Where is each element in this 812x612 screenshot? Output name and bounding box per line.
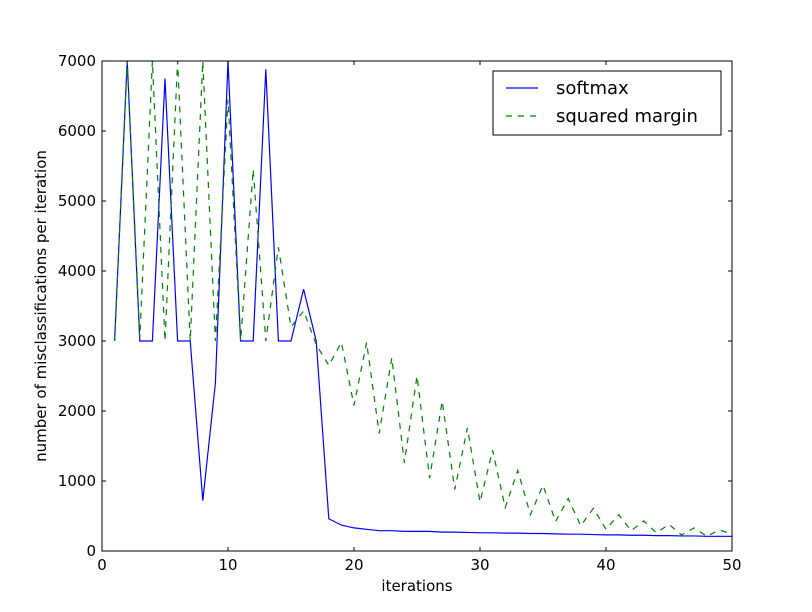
x-tick-label: 40 (596, 556, 615, 574)
x-tick-label: 10 (218, 556, 237, 574)
y-tick-label: 2000 (58, 402, 96, 420)
y-tick-label: 4000 (58, 262, 96, 280)
legend: softmax squared margin (492, 70, 722, 136)
y-tick-label: 6000 (58, 122, 96, 140)
plot-frame (101, 60, 733, 552)
y-tick-label: 1000 (58, 472, 96, 490)
y-tick-label: 5000 (58, 192, 96, 210)
y-tick-label: 0 (86, 542, 96, 560)
legend-label-softmax: softmax (556, 78, 629, 99)
x-tick-label: 20 (344, 556, 363, 574)
series-line-softmax (114, 61, 732, 537)
legend-box (492, 70, 722, 136)
x-tick-label: 0 (97, 556, 107, 574)
series-layer (114, 61, 732, 537)
y-tick-label: 7000 (58, 52, 96, 70)
x-tick-label: 30 (470, 556, 489, 574)
x-tick-label: 50 (722, 556, 741, 574)
legend-label-squared-margin: squared margin (556, 106, 698, 127)
y-axis-label: number of misclassifications per iterati… (32, 150, 50, 462)
y-tick-label: 3000 (58, 332, 96, 350)
tick-layer: 0 10 20 30 40 50 0 1000 2000 3000 4000 5000 6000 7000 (58, 52, 742, 574)
x-axis-label: iterations (381, 577, 452, 595)
